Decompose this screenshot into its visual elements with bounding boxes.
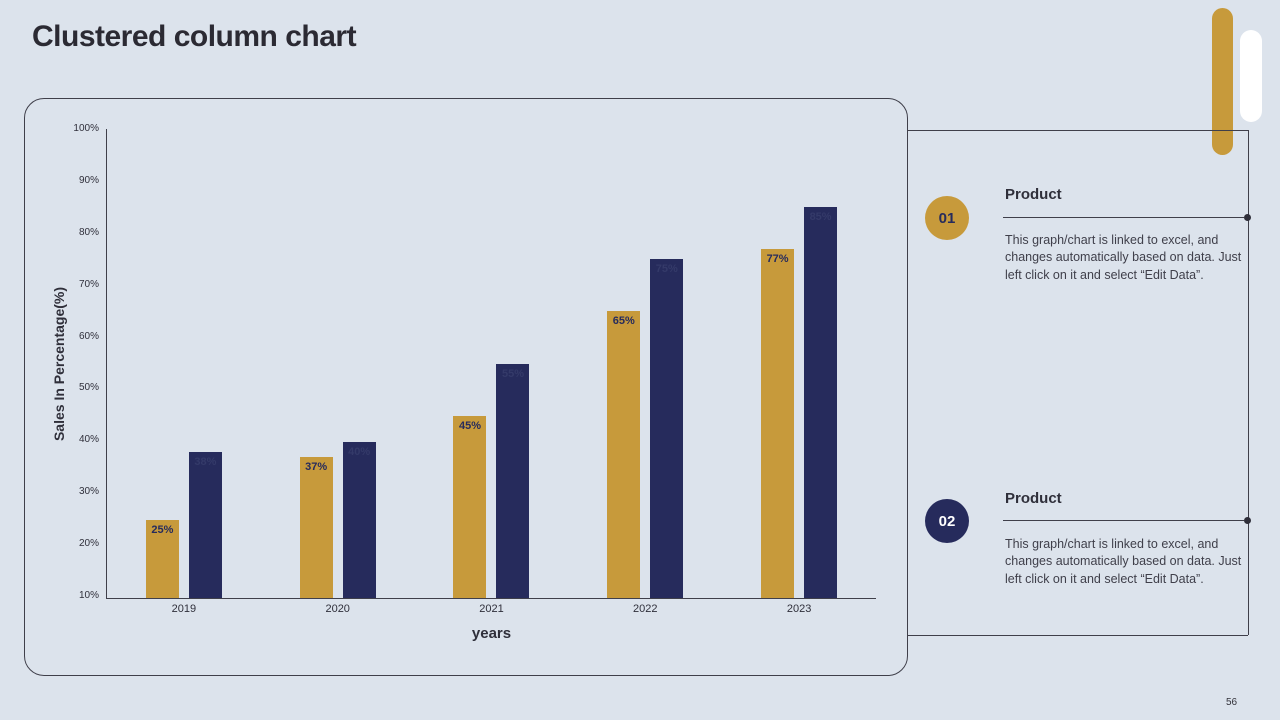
- bar-group-2023: 77% 85%: [761, 129, 838, 598]
- y-tick-label: 30%: [78, 486, 99, 498]
- x-tick-label-2019: 2019: [171, 603, 197, 615]
- y-tick-label: 90%: [78, 174, 99, 186]
- product-02-heading: Product: [1005, 490, 1062, 507]
- bar-product-01-2022: 65%: [607, 311, 641, 598]
- bar-product-02-2022: 75%: [650, 259, 684, 598]
- plot-area: 25% 38% 37% 40% 45% 55% 65% 75% 77% 85%: [107, 129, 876, 598]
- y-axis-ticks: 100% 90% 80% 70% 60% 50% 40% 30% 20% 10%: [61, 123, 99, 601]
- white-pill-decoration: [1240, 30, 1262, 122]
- gold-pill-decoration: [1212, 8, 1233, 155]
- bar-product-01-2021: 45%: [453, 415, 487, 598]
- y-tick-label: 10%: [78, 589, 99, 601]
- product-02-dot: [1244, 517, 1251, 524]
- bar-value-label: 75%: [655, 263, 678, 276]
- bar-value-label: 55%: [501, 367, 524, 380]
- product-01-heading: Product: [1005, 186, 1062, 203]
- bar-value-label: 37%: [305, 461, 328, 474]
- x-tick-label-2022: 2022: [633, 603, 658, 615]
- bar-product-02-2023: 85%: [804, 207, 838, 598]
- bar-group-2021: 45% 55%: [453, 129, 530, 598]
- y-tick-label: 20%: [78, 538, 99, 549]
- chart-panel[interactable]: Sales In Percentage(%) 100% 90% 80% 70% 60% 5…: [24, 98, 908, 676]
- product-01-underline: [1003, 217, 1244, 218]
- bar-product-01-2023: 77%: [761, 248, 795, 598]
- bar-value-label: 38%: [194, 456, 217, 469]
- y-tick-label: 80%: [78, 226, 99, 238]
- y-tick-label: 70%: [78, 278, 99, 290]
- bar-value-label: 77%: [766, 252, 789, 265]
- y-tick-label: 40%: [78, 434, 99, 446]
- product-02-underline: [1003, 520, 1244, 521]
- product-02-number-badge: 02: [925, 499, 969, 543]
- bar-product-02-2021: 55%: [496, 363, 530, 598]
- bar-value-label: 85%: [809, 211, 832, 224]
- x-tick-label-2020: 2020: [325, 603, 350, 615]
- product-01-description: This graph/chart is linked to excel, and…: [1005, 233, 1242, 282]
- x-tick-label-2023: 2023: [786, 603, 812, 615]
- page-number: 56: [1226, 697, 1238, 708]
- bar-product-01-2020: 37%: [299, 457, 333, 598]
- bar-value-label: 45%: [458, 419, 481, 432]
- y-tick-label: 50%: [78, 382, 99, 394]
- y-axis-line: [106, 129, 107, 598]
- product-01-dot: [1244, 214, 1251, 221]
- top-connector-line: [908, 130, 1248, 131]
- bar-group-2020: 37% 40%: [299, 129, 376, 598]
- bar-group-2022: 65% 75%: [607, 129, 684, 598]
- x-axis-line: [106, 598, 876, 599]
- bar-group-2019: 25% 38%: [145, 129, 222, 598]
- bar-product-01-2019: 25%: [145, 519, 179, 598]
- bottom-connector-line: [908, 635, 1248, 636]
- right-connector-line: [1248, 130, 1249, 635]
- x-axis-ticks: 2019 2020 2021 2022 2023: [107, 603, 876, 615]
- y-tick-label: 60%: [78, 330, 99, 342]
- page-title: Clustered column chart: [32, 20, 357, 53]
- x-tick-label-2021: 2021: [479, 603, 504, 615]
- bar-product-02-2020: 40%: [342, 441, 376, 598]
- bar-value-label: 40%: [348, 445, 371, 458]
- x-axis-label: years: [471, 625, 512, 642]
- bar-value-label: 25%: [151, 523, 174, 536]
- product-01-number-badge: 01: [925, 196, 969, 240]
- bar-value-label: 65%: [612, 315, 635, 328]
- product-02-description: This graph/chart is linked to excel, and…: [1005, 537, 1242, 586]
- y-tick-label: 100%: [73, 123, 99, 134]
- bar-product-02-2019: 38%: [188, 452, 222, 598]
